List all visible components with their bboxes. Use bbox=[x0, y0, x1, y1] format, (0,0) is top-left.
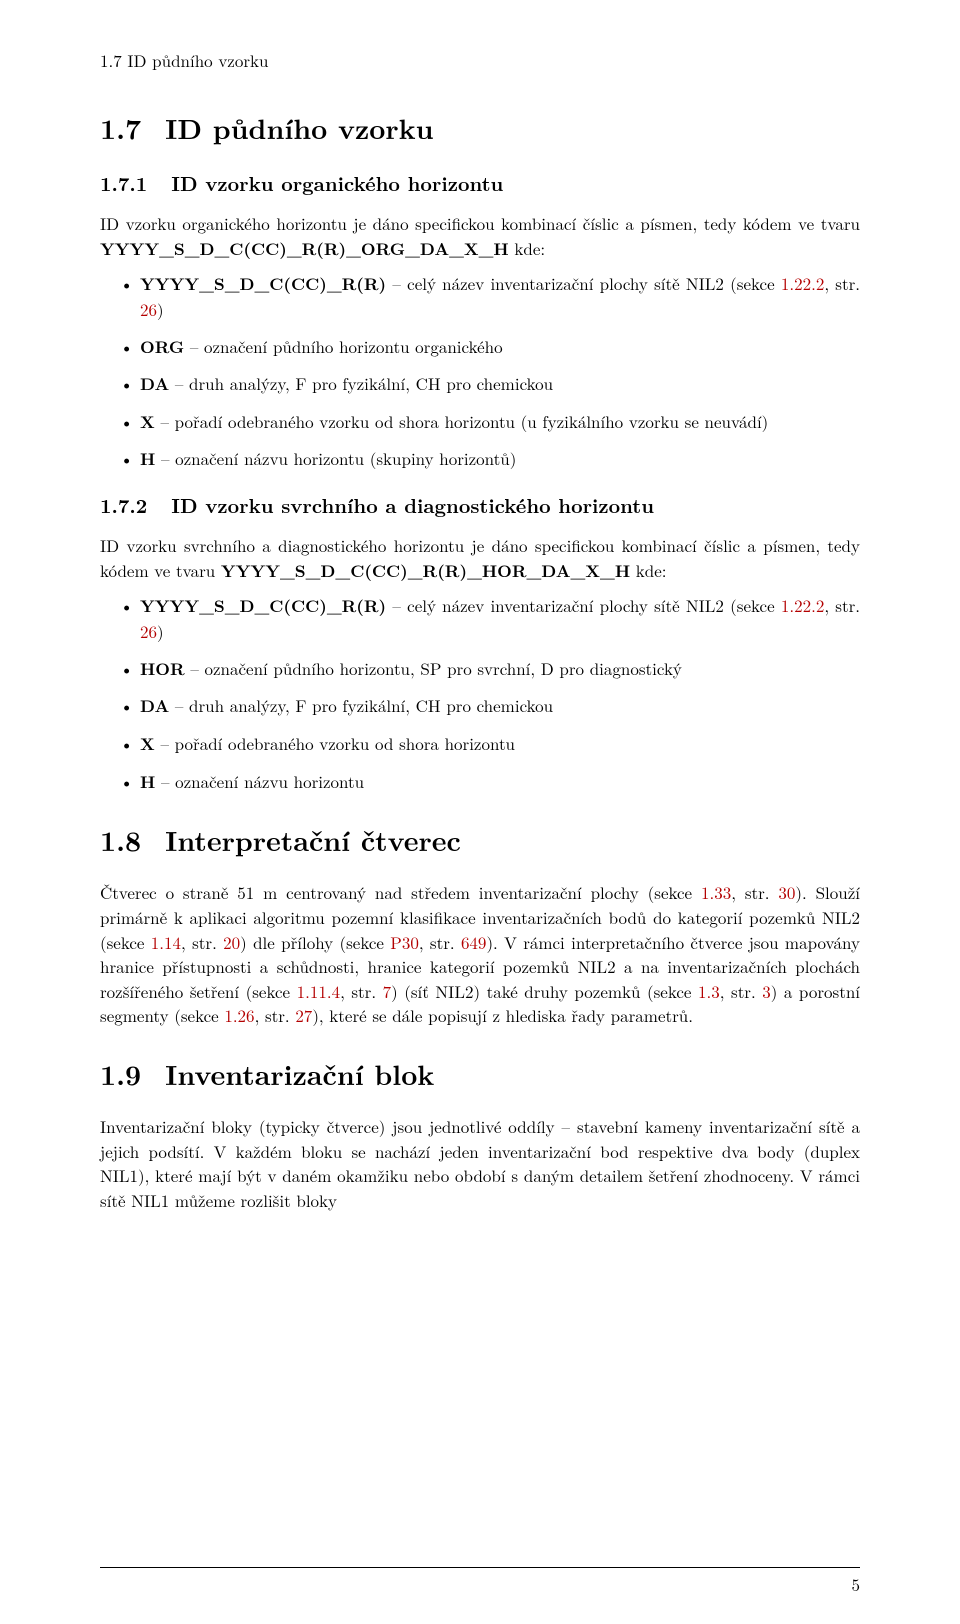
list-item: DA – druh analýzy, F pro fyzikální, CH p… bbox=[100, 371, 860, 397]
subsection-title-text: ID vzorku svrchního a diagnostického hor… bbox=[171, 490, 654, 519]
text: – označení půdního horizontu, SP pro svr… bbox=[185, 656, 682, 680]
text: , str. bbox=[340, 979, 383, 1003]
text: – označení názvu horizontu (skupiny hori… bbox=[155, 446, 516, 470]
section-number: 1.7 bbox=[100, 108, 141, 148]
text: kde: bbox=[509, 236, 545, 260]
link-section[interactable]: 1.22.2 bbox=[781, 271, 824, 295]
text: Čtverec o straně 51 m centrovaný nad stř… bbox=[100, 880, 701, 904]
text: , str. bbox=[731, 880, 778, 904]
term: X bbox=[140, 410, 155, 434]
text: , str. bbox=[181, 930, 223, 954]
section-1-8-heading: 1.8 Interpretační čtverec bbox=[100, 820, 860, 860]
term: H bbox=[140, 447, 155, 471]
text: ) dle přílohy (sekce bbox=[240, 930, 390, 954]
term: HOR bbox=[140, 657, 185, 681]
list-item: DA – druh analýzy, F pro fyzikální, CH p… bbox=[100, 693, 860, 719]
text: ) (síť NIL2) také druhy pozemků (sekce bbox=[391, 979, 698, 1003]
text: – označení půdního horizontu organického bbox=[184, 334, 502, 358]
text: ), které se dále popisují z hlediska řad… bbox=[312, 1003, 693, 1027]
subsection-title-text: ID vzorku organického horizontu bbox=[171, 168, 503, 197]
text: – druh analýzy, F pro fyzikální, CH pro … bbox=[169, 371, 553, 395]
text: – celý název inventarizační plochy sítě … bbox=[386, 593, 781, 617]
text: ) bbox=[157, 619, 164, 643]
term: YYYY_S_D_C(CC)_R(R) bbox=[140, 272, 386, 296]
link-section[interactable]: 1.33 bbox=[701, 880, 731, 904]
link-page[interactable]: 26 bbox=[140, 619, 157, 643]
link-page[interactable]: 7 bbox=[383, 979, 392, 1003]
term: X bbox=[140, 732, 155, 756]
list-item: HOR – označení půdního horizontu, SP pro… bbox=[100, 656, 860, 682]
link-page[interactable]: 649 bbox=[461, 930, 487, 954]
code-pattern: YYYY_S_D_C(CC)_R(R)_HOR_DA_X_H bbox=[221, 559, 630, 583]
link-section[interactable]: P30 bbox=[390, 930, 419, 954]
text: , str. bbox=[824, 593, 860, 617]
bullet-list: YYYY_S_D_C(CC)_R(R) – celý název inventa… bbox=[100, 271, 860, 472]
term: YYYY_S_D_C(CC)_R(R) bbox=[140, 594, 386, 618]
list-item: YYYY_S_D_C(CC)_R(R) – celý název inventa… bbox=[100, 271, 860, 321]
link-section[interactable]: 1.3 bbox=[698, 979, 720, 1003]
link-section[interactable]: 1.26 bbox=[224, 1003, 254, 1027]
page-number: 5 bbox=[852, 1572, 861, 1596]
list-item: X – pořadí odebraného vzorku od shora ho… bbox=[100, 409, 860, 435]
link-page[interactable]: 26 bbox=[140, 297, 157, 321]
text: kde: bbox=[630, 558, 666, 582]
text: ID vzorku organického horizontu je dáno … bbox=[100, 211, 860, 235]
section-title-text: ID půdního vzorku bbox=[165, 108, 433, 148]
section-number: 1.8 bbox=[100, 820, 141, 860]
text: – druh analýzy, F pro fyzikální, CH pro … bbox=[169, 693, 553, 717]
list-item: X – pořadí odebraného vzorku od shora ho… bbox=[100, 731, 860, 757]
section-number: 1.9 bbox=[100, 1054, 141, 1094]
code-pattern: YYYY_S_D_C(CC)_R(R)_ORG_DA_X_H bbox=[100, 237, 509, 261]
subsection-number: 1.7.1 bbox=[100, 168, 147, 197]
paragraph: ID vzorku svrchního a diagnostického hor… bbox=[100, 533, 860, 583]
list-item: YYYY_S_D_C(CC)_R(R) – celý název inventa… bbox=[100, 593, 860, 643]
paragraph: Čtverec o straně 51 m centrovaný nad stř… bbox=[100, 880, 860, 1028]
subsection-1-7-1-heading: 1.7.1 ID vzorku organického horizontu bbox=[100, 168, 860, 197]
section-1-7-heading: 1.7 ID půdního vzorku bbox=[100, 108, 860, 148]
text: – celý název inventarizační plochy sítě … bbox=[386, 271, 781, 295]
link-section[interactable]: 1.11.4 bbox=[297, 979, 340, 1003]
text: , str. bbox=[720, 979, 763, 1003]
section-title-text: Interpretační čtverec bbox=[165, 820, 461, 860]
term: DA bbox=[140, 694, 169, 718]
link-section[interactable]: 1.14 bbox=[151, 930, 181, 954]
subsection-1-7-2-heading: 1.7.2 ID vzorku svrchního a diagnostickéh… bbox=[100, 490, 860, 519]
paragraph: ID vzorku organického horizontu je dáno … bbox=[100, 211, 860, 261]
link-page[interactable]: 27 bbox=[295, 1003, 312, 1027]
text: – pořadí odebraného vzorku od shora hori… bbox=[155, 409, 769, 433]
term: ORG bbox=[140, 335, 184, 359]
text: – označení názvu horizontu bbox=[155, 769, 364, 793]
bullet-list: YYYY_S_D_C(CC)_R(R) – celý název inventa… bbox=[100, 593, 860, 794]
list-item: H – označení názvu horizontu (skupiny ho… bbox=[100, 446, 860, 472]
page: 1.7 ID půdního vzorku 1.7 ID půdního vzor… bbox=[0, 0, 960, 1624]
subsection-number: 1.7.2 bbox=[100, 490, 147, 519]
section-1-9-heading: 1.9 Inventarizační blok bbox=[100, 1054, 860, 1094]
text: – pořadí odebraného vzorku od shora hori… bbox=[155, 731, 515, 755]
section-title-text: Inventarizační blok bbox=[165, 1054, 434, 1094]
link-page[interactable]: 20 bbox=[223, 930, 240, 954]
paragraph: Inventarizační bloky (typicky čtverce) j… bbox=[100, 1114, 860, 1213]
text: , str. bbox=[824, 271, 860, 295]
link-page[interactable]: 3 bbox=[762, 979, 771, 1003]
term: H bbox=[140, 770, 155, 794]
text: ) bbox=[157, 297, 164, 321]
footer-divider bbox=[100, 1567, 860, 1568]
running-header: 1.7 ID půdního vzorku bbox=[100, 48, 860, 72]
text: , str. bbox=[255, 1003, 296, 1027]
list-item: ORG – označení půdního horizontu organic… bbox=[100, 334, 860, 360]
link-page[interactable]: 30 bbox=[778, 880, 795, 904]
link-section[interactable]: 1.22.2 bbox=[781, 593, 824, 617]
term: DA bbox=[140, 372, 169, 396]
list-item: H – označení názvu horizontu bbox=[100, 769, 860, 795]
text: , str. bbox=[419, 930, 461, 954]
